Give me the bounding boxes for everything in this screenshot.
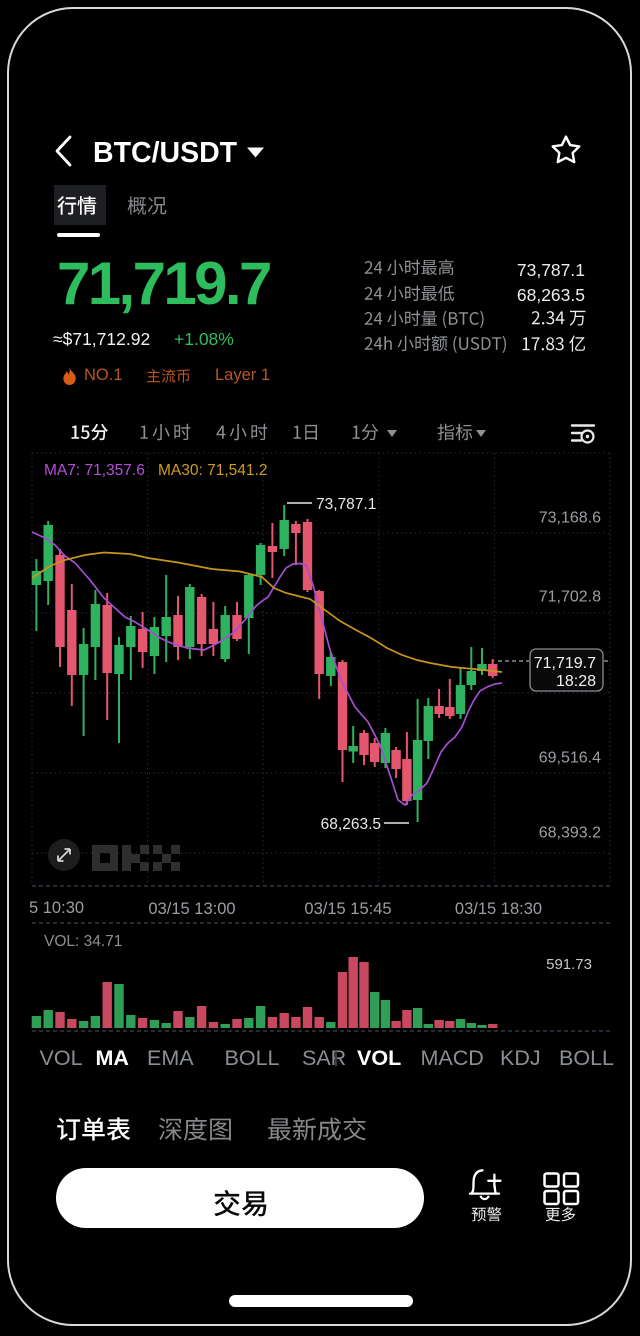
svg-text:MA7: 71,357.6: MA7: 71,357.6 (44, 462, 145, 479)
svg-text:03/15 18:30: 03/15 18:30 (455, 900, 542, 918)
svg-text:71,702.8: 71,702.8 (539, 589, 601, 606)
svg-text:VOL: 34.71: VOL: 34.71 (44, 933, 122, 950)
svg-text:03/15 13:00: 03/15 13:00 (148, 900, 235, 918)
svg-text:69,516.4: 69,516.4 (539, 750, 601, 767)
svg-text:591.73: 591.73 (546, 956, 592, 973)
svg-text:18:28: 18:28 (556, 673, 596, 690)
svg-text:5 10:30: 5 10:30 (29, 899, 84, 917)
svg-text:68,393.2: 68,393.2 (539, 825, 601, 842)
svg-text:MA30: 71,541.2: MA30: 71,541.2 (158, 462, 267, 479)
svg-text:03/15 15:45: 03/15 15:45 (304, 900, 391, 918)
svg-text:73,787.1: 73,787.1 (316, 496, 376, 513)
svg-text:73,168.6: 73,168.6 (539, 510, 601, 527)
svg-text:68,263.5: 68,263.5 (321, 816, 381, 833)
svg-text:71,719.7: 71,719.7 (534, 655, 596, 672)
